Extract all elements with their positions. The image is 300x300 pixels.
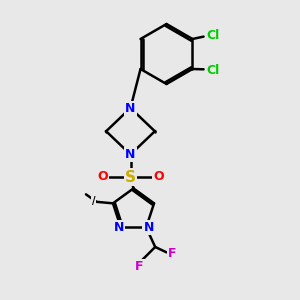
Text: N: N xyxy=(125,101,136,115)
Text: Cl: Cl xyxy=(207,64,220,77)
Text: /: / xyxy=(92,196,95,206)
Text: O: O xyxy=(153,170,164,184)
Text: N: N xyxy=(125,148,136,161)
Text: N: N xyxy=(114,221,124,234)
Text: Cl: Cl xyxy=(207,29,220,42)
Text: F: F xyxy=(168,248,177,260)
Text: O: O xyxy=(97,170,108,184)
Text: F: F xyxy=(135,260,143,273)
Text: N: N xyxy=(143,221,154,234)
Text: S: S xyxy=(125,169,136,184)
